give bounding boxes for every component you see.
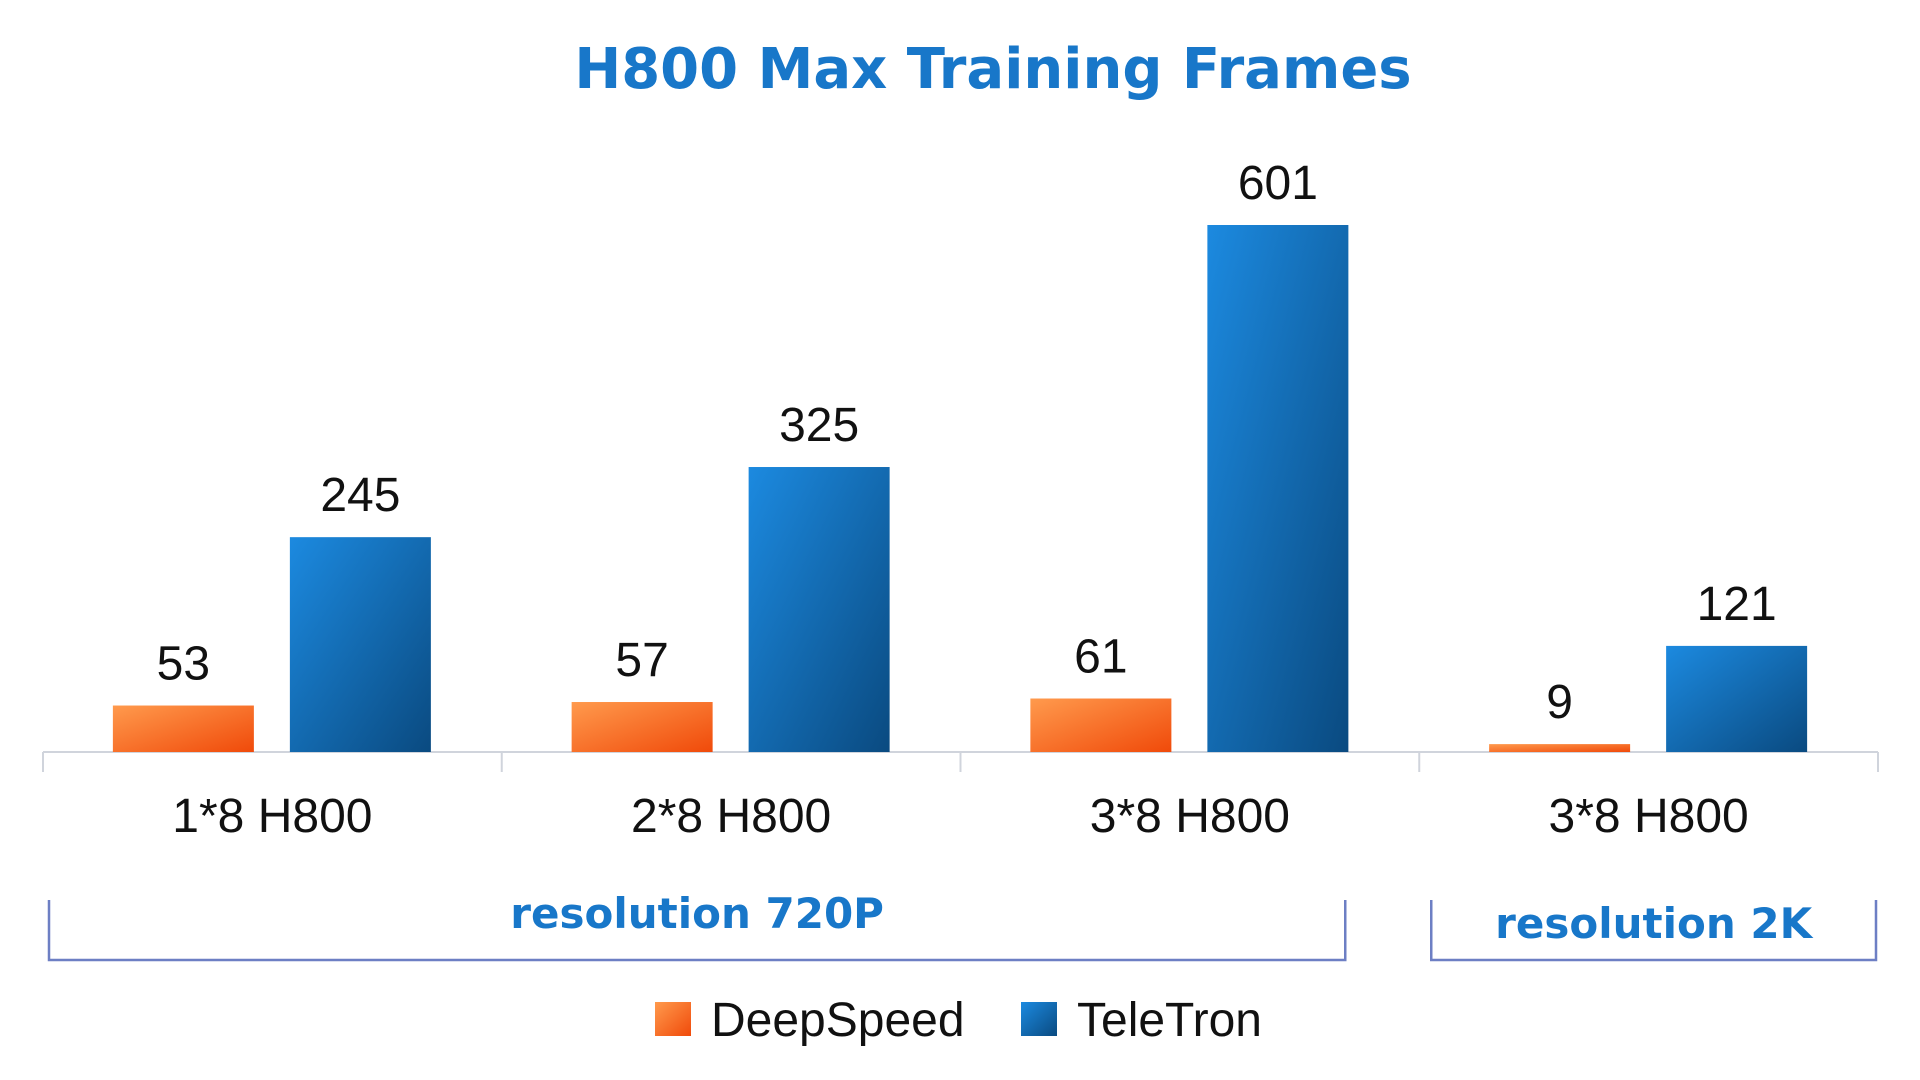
legend-label-deepspeed: DeepSpeed — [711, 994, 965, 1047]
group-bracket-2 — [1430, 900, 1878, 962]
bars — [112, 225, 1808, 752]
category-label-3: 3*8 H800 — [1090, 790, 1290, 843]
value-label-deepspeed-1: 53 — [157, 638, 210, 691]
category-labels: 1*8 H800 2*8 H800 3*8 H800 3*8 H800 — [172, 790, 1748, 843]
legend: DeepSpeed TeleTron — [655, 994, 1262, 1047]
category-label-1: 1*8 H800 — [172, 790, 372, 843]
group-label-1: resolution 720P — [510, 889, 884, 938]
bar-deepspeed-3 — [1030, 698, 1172, 752]
value-label-deepspeed-4: 9 — [1546, 676, 1573, 729]
bar-teletron-1 — [289, 537, 431, 752]
bar-teletron-2 — [748, 467, 890, 752]
chart-title: H800 Max Training Frames — [574, 37, 1411, 102]
legend-swatch-deepspeed — [655, 1002, 691, 1036]
bar-teletron-3 — [1207, 225, 1349, 752]
value-label-deepspeed-2: 57 — [615, 634, 668, 687]
group-bracket-1 — [47, 900, 1347, 962]
value-label-teletron-1: 245 — [320, 469, 400, 522]
category-label-4: 3*8 H800 — [1549, 790, 1749, 843]
value-label-deepspeed-3: 61 — [1074, 631, 1127, 684]
bar-teletron-4 — [1666, 645, 1808, 752]
legend-swatch-teletron — [1021, 1002, 1057, 1036]
legend-label-teletron: TeleTron — [1077, 994, 1262, 1047]
value-labels: 53 57 61 9 245 325 601 121 — [157, 157, 1777, 729]
value-label-teletron-3: 601 — [1238, 157, 1318, 210]
value-label-teletron-4: 121 — [1697, 578, 1777, 631]
bar-deepspeed-4 — [1489, 744, 1631, 752]
bar-deepspeed-1 — [112, 705, 254, 752]
x-axis — [42, 751, 1879, 772]
category-label-2: 2*8 H800 — [631, 790, 831, 843]
category-groups: resolution 720P resolution 2K — [47, 889, 1878, 962]
value-label-teletron-2: 325 — [779, 399, 859, 452]
bar-deepspeed-2 — [571, 702, 713, 752]
group-label-2: resolution 2K — [1495, 899, 1813, 948]
